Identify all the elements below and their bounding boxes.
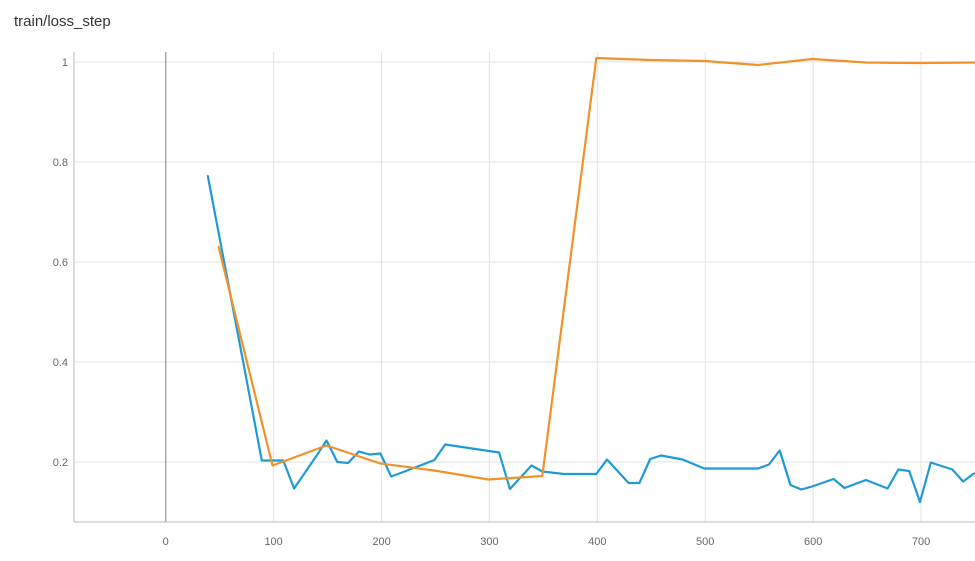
y-tick-label: 0.2 [53,457,68,469]
series-line-1 [206,174,975,504]
tick-labels: 0.2 0.4 0.6 0.8 1 0 100 200 300 400 500 600 700 [53,57,931,548]
series-lines [206,56,975,504]
y-tick-label: 0.4 [53,357,68,369]
grid [74,52,975,522]
series-line-2 [217,56,975,481]
y-tick-label: 0.6 [53,257,68,269]
x-tick-label: 700 [912,536,930,548]
x-tick-label: 400 [588,536,606,548]
y-tick-label: 1 [62,57,68,69]
axes [73,52,975,523]
x-tick-label: 100 [264,536,282,548]
x-tick-label: 200 [372,536,390,548]
x-tick-label: 600 [804,536,822,548]
x-tick-label: 500 [696,536,714,548]
x-tick-label: 0 [163,536,169,548]
chart-title: train/loss_step [14,13,111,30]
y-tick-label: 0.8 [53,157,68,169]
x-tick-label: 300 [480,536,498,548]
